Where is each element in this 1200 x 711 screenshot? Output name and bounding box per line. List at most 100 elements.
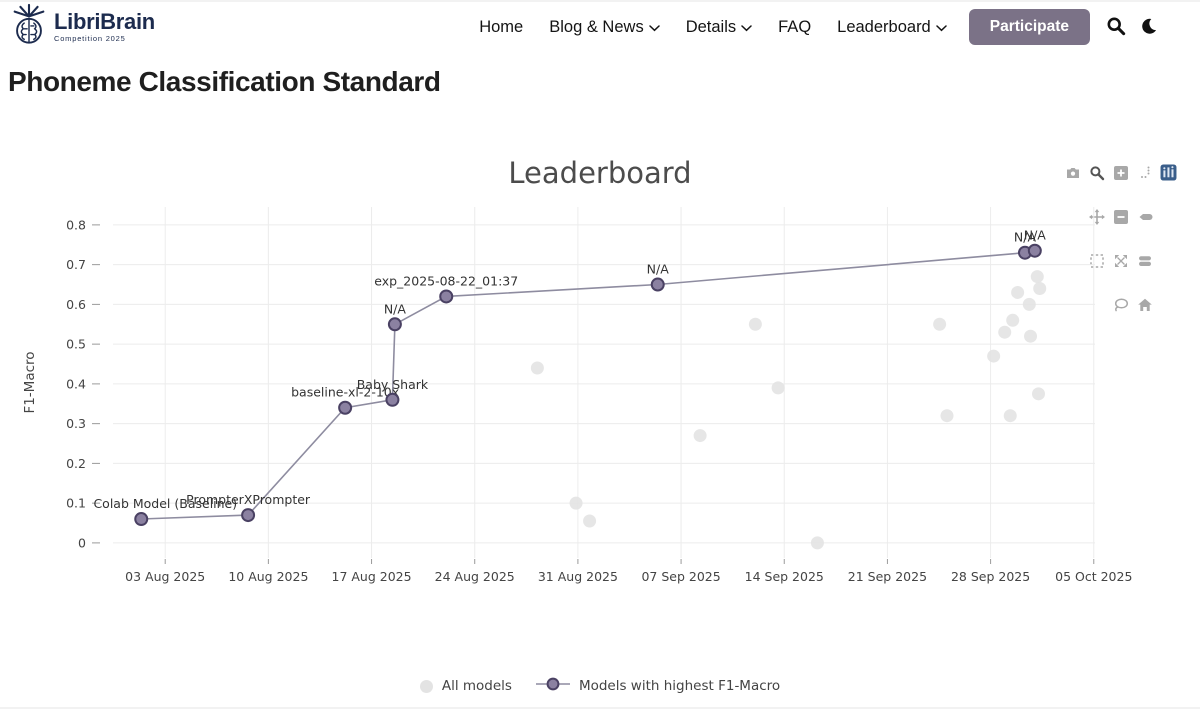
all-models-point[interactable] bbox=[583, 514, 597, 528]
x-tick-label: 14 Sep 2025 bbox=[745, 569, 824, 584]
nav-label: Details bbox=[685, 17, 737, 36]
chart-legend: All models Models with highest F1-Macro bbox=[0, 677, 1200, 695]
highest-f1-point[interactable] bbox=[650, 277, 665, 292]
librain-logo-icon bbox=[8, 3, 50, 52]
point-label: exp_2025-08-22_01:37 bbox=[374, 273, 518, 288]
chart-modebar bbox=[1064, 164, 1177, 340]
y-tick-label: 0.6 bbox=[66, 297, 86, 312]
legend-item-highest-f1[interactable]: Models with highest F1-Macro bbox=[535, 677, 781, 695]
nav-item-home[interactable]: Home bbox=[479, 18, 523, 37]
plotly-logo-icon[interactable] bbox=[1160, 164, 1177, 181]
spikelines-icon[interactable] bbox=[1136, 164, 1153, 181]
autoscale-icon[interactable] bbox=[1112, 252, 1129, 269]
zoom-out-icon[interactable] bbox=[1112, 208, 1129, 225]
all-models-point[interactable] bbox=[748, 317, 762, 331]
highest-f1-point[interactable] bbox=[1027, 243, 1042, 258]
all-models-point[interactable] bbox=[1031, 387, 1045, 401]
logo-title: LibriBrain bbox=[54, 9, 155, 35]
point-label: Colab Model (Baseline) bbox=[93, 496, 237, 511]
highest-f1-line bbox=[141, 249, 1035, 520]
leaderboard-chart: Leaderboard 03 Aug 2025 10 Aug 2025 17 Aug… bbox=[0, 132, 1200, 711]
y-tick-label: 0.2 bbox=[66, 456, 86, 471]
nav-item-blog-news[interactable]: Blog & News bbox=[549, 17, 660, 37]
all-models-swatch bbox=[419, 679, 433, 693]
chevron-down-icon bbox=[648, 18, 660, 37]
box-select-icon[interactable] bbox=[1088, 252, 1105, 269]
point-label: Baby Shark bbox=[357, 377, 429, 392]
highest-f1-point[interactable] bbox=[338, 400, 353, 415]
plot-area[interactable]: 03 Aug 2025 10 Aug 2025 17 Aug 2025 24 Aug … bbox=[0, 132, 1200, 602]
y-tick-label: 0.5 bbox=[66, 337, 86, 352]
x-tick-label: 05 Oct 2025 bbox=[1055, 569, 1132, 584]
highest-f1-point[interactable] bbox=[439, 289, 454, 304]
y-tick-label: 0.4 bbox=[66, 376, 86, 391]
chevron-down-icon bbox=[741, 18, 752, 37]
legend-item-all-models[interactable]: All models bbox=[419, 678, 512, 694]
zoom-icon[interactable] bbox=[1088, 164, 1105, 181]
all-models-point[interactable] bbox=[530, 361, 544, 375]
y-tick-label: 0.3 bbox=[66, 416, 86, 431]
y-tick-label: 0.8 bbox=[66, 217, 86, 232]
all-models-point[interactable] bbox=[1011, 285, 1025, 299]
all-models-point[interactable] bbox=[810, 536, 824, 550]
legend-label-all-models: All models bbox=[441, 678, 512, 694]
all-models-point[interactable] bbox=[1024, 329, 1038, 343]
lasso-icon[interactable] bbox=[1112, 296, 1129, 313]
x-tick-label: 24 Aug 2025 bbox=[435, 569, 515, 584]
chevron-down-icon bbox=[935, 18, 947, 37]
nav-label: FAQ bbox=[778, 17, 812, 36]
point-label: N/A bbox=[384, 301, 407, 316]
nav-label: Leaderboard bbox=[837, 17, 931, 36]
hover-closest-icon[interactable] bbox=[1136, 208, 1153, 225]
x-tick-label: 10 Aug 2025 bbox=[228, 569, 308, 584]
all-models-point[interactable] bbox=[933, 317, 947, 331]
search-button[interactable] bbox=[1106, 16, 1126, 39]
legend-label-highest-f1: Models with highest F1-Macro bbox=[578, 678, 781, 694]
x-tick-label: 07 Sep 2025 bbox=[641, 569, 720, 584]
nav-item-leaderboard[interactable]: Leaderboard bbox=[837, 18, 947, 37]
pan-icon[interactable] bbox=[1088, 208, 1105, 225]
chart-title: Leaderboard bbox=[508, 156, 692, 190]
zoom-in-icon[interactable] bbox=[1112, 164, 1129, 181]
all-models-point[interactable] bbox=[693, 429, 707, 443]
all-models-point[interactable] bbox=[1006, 313, 1020, 327]
all-models-point[interactable] bbox=[1030, 270, 1044, 284]
all-models-point[interactable] bbox=[1033, 281, 1047, 295]
hover-compare-icon[interactable] bbox=[1136, 252, 1153, 269]
point-label: N/A bbox=[1024, 228, 1047, 243]
y-tick-label: 0.7 bbox=[66, 257, 86, 272]
all-models-point[interactable] bbox=[987, 349, 1001, 363]
highest-f1-point[interactable] bbox=[387, 317, 402, 332]
x-tick-label: 03 Aug 2025 bbox=[125, 569, 205, 584]
logo[interactable]: LibriBrain Competition 2025 bbox=[8, 3, 155, 52]
point-label: N/A bbox=[647, 262, 670, 277]
dark-mode-toggle[interactable] bbox=[1140, 17, 1157, 38]
all-models-point[interactable] bbox=[998, 325, 1012, 339]
nav-label: Home bbox=[479, 17, 524, 36]
search-icon bbox=[1106, 16, 1126, 39]
y-tick-label: 0.1 bbox=[66, 496, 86, 511]
x-tick-label: 31 Aug 2025 bbox=[538, 569, 618, 584]
logo-subtitle: Competition 2025 bbox=[54, 34, 126, 44]
nav-label: Blog & News bbox=[549, 17, 644, 36]
all-models-point[interactable] bbox=[771, 381, 785, 395]
highest-f1-point[interactable] bbox=[385, 392, 400, 407]
highest-f1-point[interactable] bbox=[134, 512, 149, 527]
all-models-point[interactable] bbox=[940, 409, 954, 423]
nav-item-faq[interactable]: FAQ bbox=[778, 18, 811, 37]
highest-f1-swatch bbox=[535, 677, 570, 695]
main-nav: Home Blog & News Details FAQ Leaderboard bbox=[479, 18, 947, 37]
all-models-point[interactable] bbox=[1022, 297, 1036, 311]
home-icon[interactable] bbox=[1136, 296, 1153, 313]
point-label: baseline-xl-2-10x bbox=[291, 385, 399, 400]
participate-button[interactable]: Participate bbox=[968, 9, 1090, 45]
y-axis-title: F1-Macro bbox=[22, 351, 38, 413]
all-models-point[interactable] bbox=[569, 496, 583, 510]
point-label: PrompterXPrompter bbox=[186, 492, 311, 507]
point-label: N/A bbox=[1014, 230, 1037, 245]
camera-icon[interactable] bbox=[1064, 164, 1081, 181]
highest-f1-point[interactable] bbox=[241, 508, 256, 523]
all-models-point[interactable] bbox=[1003, 409, 1017, 423]
nav-item-details[interactable]: Details bbox=[686, 18, 752, 37]
y-tick-label: 0 bbox=[78, 535, 86, 550]
